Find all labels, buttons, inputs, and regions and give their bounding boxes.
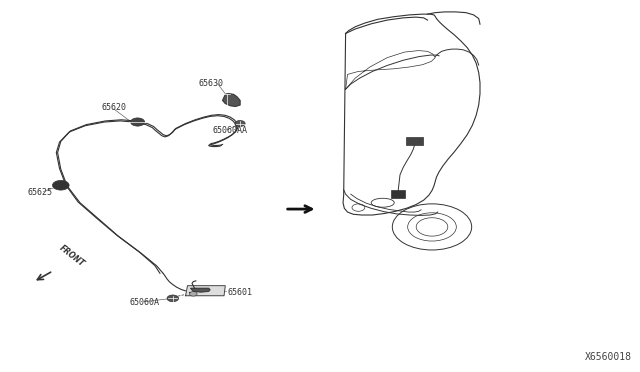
Circle shape xyxy=(167,295,179,302)
Text: FRONT: FRONT xyxy=(58,244,86,269)
Text: 65601: 65601 xyxy=(227,288,252,296)
Text: 65060A: 65060A xyxy=(129,298,159,307)
Text: 65060AA: 65060AA xyxy=(212,126,248,135)
Circle shape xyxy=(131,118,145,126)
Polygon shape xyxy=(186,286,225,296)
Text: X6560018: X6560018 xyxy=(586,352,632,362)
Text: 65625: 65625 xyxy=(27,188,52,197)
FancyBboxPatch shape xyxy=(406,137,423,145)
Circle shape xyxy=(52,180,69,190)
Text: 65620: 65620 xyxy=(101,103,127,112)
Circle shape xyxy=(189,292,197,296)
Text: 65630: 65630 xyxy=(198,79,223,88)
Polygon shape xyxy=(191,288,210,292)
Circle shape xyxy=(235,121,245,126)
FancyBboxPatch shape xyxy=(391,190,405,198)
Polygon shape xyxy=(223,94,240,106)
